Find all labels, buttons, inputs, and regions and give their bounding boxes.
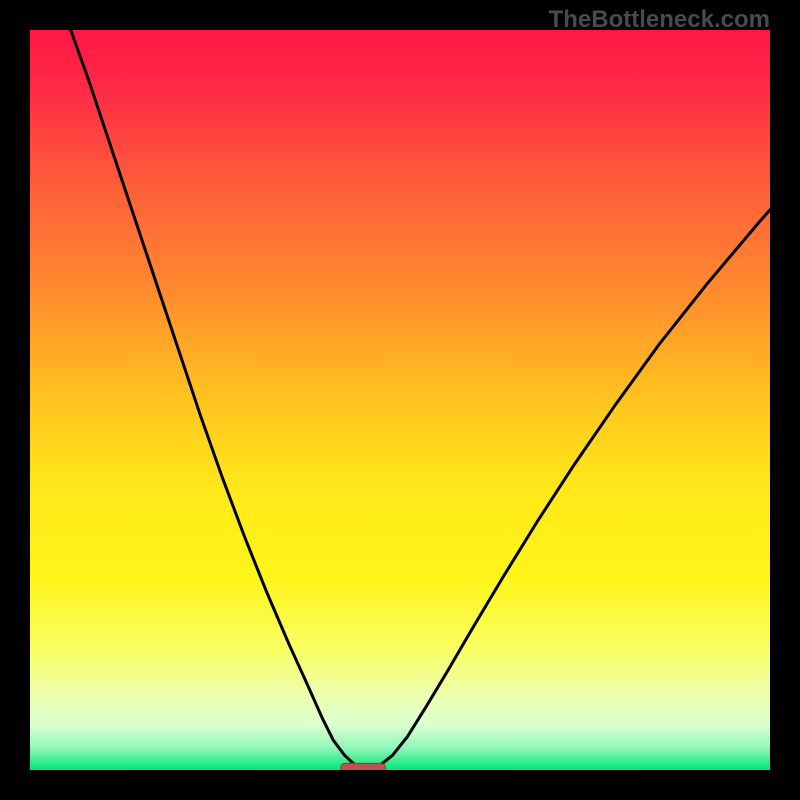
watermark-text: TheBottleneck.com	[549, 6, 770, 34]
plot-area	[30, 30, 770, 770]
gradient-background	[30, 30, 770, 770]
plot-svg	[30, 30, 770, 770]
optimal-marker	[341, 763, 385, 770]
chart-frame: TheBottleneck.com	[0, 0, 800, 800]
